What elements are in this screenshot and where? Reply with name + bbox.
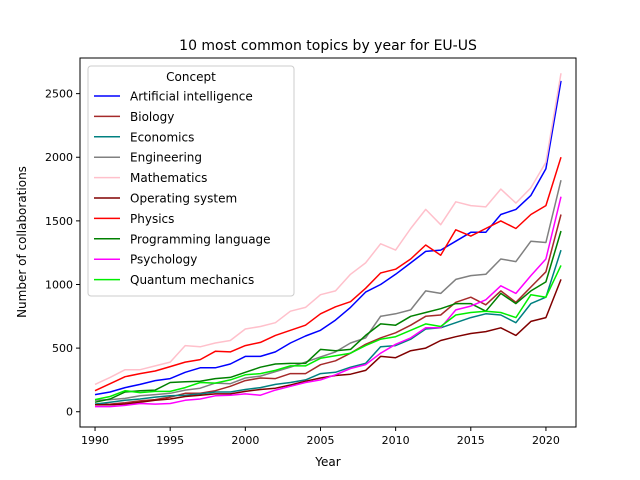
x-tick-label: 2020 [532, 434, 560, 447]
legend-label: Engineering [130, 151, 202, 165]
series-line-artificial-intelligence [94, 80, 562, 396]
x-tick-label: 1995 [156, 434, 184, 447]
series-line-engineering [94, 180, 562, 402]
x-tick-label: 2015 [457, 434, 485, 447]
x-tick-label: 1990 [81, 434, 109, 447]
x-tick-label: 2005 [306, 434, 334, 447]
legend-box [87, 65, 295, 297]
y-tick-label: 2000 [45, 151, 73, 164]
legend-label: Operating system [130, 192, 237, 206]
series-line-biology [94, 214, 562, 406]
y-axis: 0 500 1000 1500 2000 2500 [45, 88, 80, 419]
y-tick-label: 0 [66, 406, 73, 419]
y-tick-label: 1000 [45, 278, 73, 291]
y-axis-label: Number of collaborations [15, 166, 29, 318]
x-axis-label: Year [314, 455, 340, 469]
y-tick-label: 500 [52, 342, 73, 355]
y-tick-label: 1500 [45, 215, 73, 228]
series-line-programming-language [94, 230, 562, 403]
series-line-economics [94, 249, 562, 405]
series-line-physics [94, 156, 562, 392]
chart-title: 10 most common topics by year for EU-US [179, 38, 477, 54]
y-tick-label: 2500 [45, 88, 73, 101]
legend-title: Concept [166, 70, 216, 84]
legend-label: Artificial intelligence [130, 90, 253, 104]
legend-label: Biology [130, 110, 174, 124]
legend-label: Economics [130, 130, 194, 144]
plot-lines [94, 73, 562, 408]
series-line-mathematics [94, 73, 562, 386]
legend-label: Psychology [130, 253, 197, 267]
series-line-psychology [95, 196, 562, 408]
x-tick-label: 2010 [382, 434, 410, 447]
legend-label: Physics [130, 212, 174, 226]
legend: Concept Artificial intelligence Biology Eco… [87, 65, 295, 297]
plot-frame [79, 57, 577, 428]
legend-label: Quantum mechanics [130, 273, 254, 287]
legend-label: Programming language [130, 232, 271, 246]
legend-label: Mathematics [130, 171, 207, 185]
x-axis: 1990 1995 2000 2005 2010 2015 2020 [81, 427, 560, 447]
x-tick-label: 2000 [231, 434, 259, 447]
series-line-quantum-mechanics [94, 265, 562, 401]
